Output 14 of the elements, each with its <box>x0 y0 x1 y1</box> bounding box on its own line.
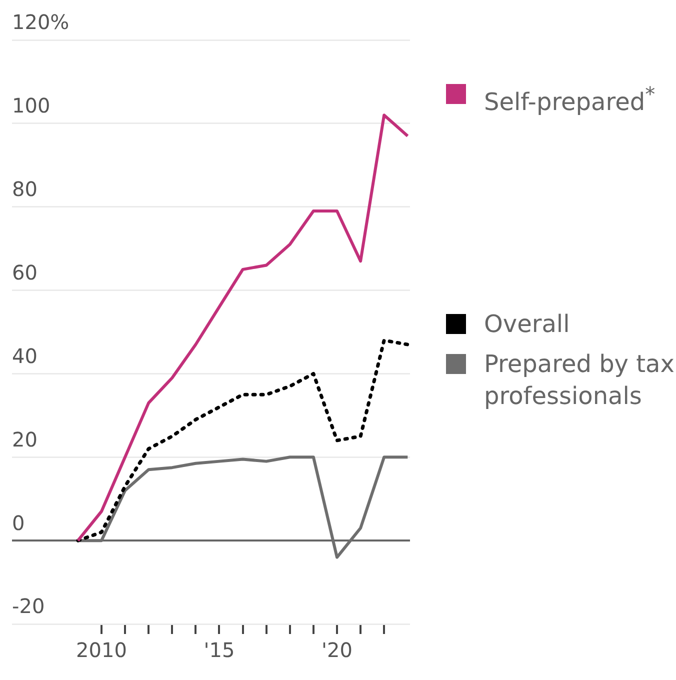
y-tick-label: 60 <box>12 260 38 284</box>
legend-label: Prepared by tax professionals <box>484 349 676 412</box>
y-tick-label: 40 <box>12 344 38 368</box>
x-tick-label: '20 <box>322 638 352 662</box>
y-tick-label: 0 <box>12 510 25 535</box>
y-tick-label: 20 <box>12 427 38 452</box>
y-tick-label: 80 <box>12 177 38 202</box>
y-tick-label: 100 <box>12 94 50 118</box>
legend-label: Overall <box>484 309 570 340</box>
x-tick-label: '15 <box>204 638 235 662</box>
y-tick-label: 120% <box>12 10 70 34</box>
x-tick-label: 2010 <box>76 638 127 662</box>
legend-label: Self-prepared$^{*}$ <box>484 81 656 118</box>
y-tick-label: -20 <box>12 594 45 618</box>
